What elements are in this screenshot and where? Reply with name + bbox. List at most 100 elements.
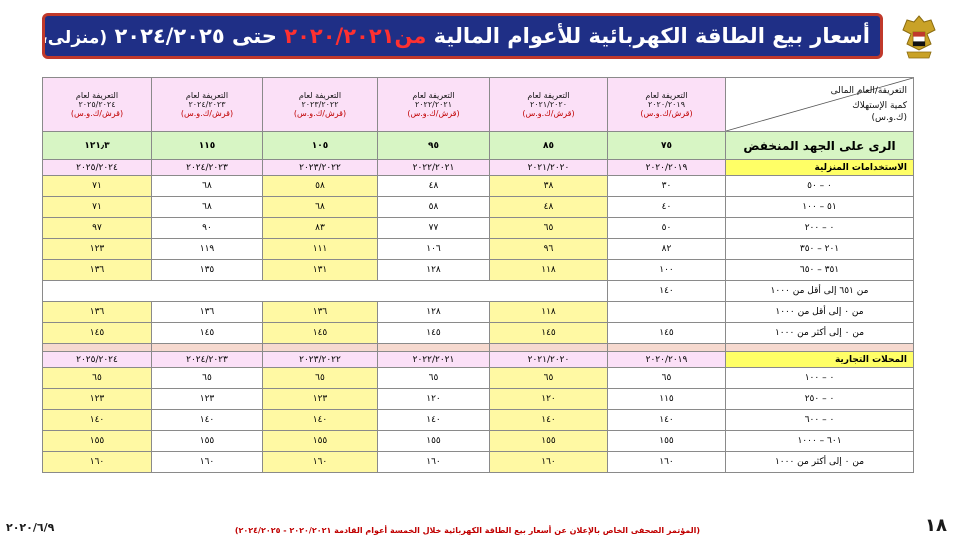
table-cell: ١٥٥: [42, 430, 152, 452]
table-cell: ١٠٠: [607, 259, 726, 281]
table-cell: ١٣٥: [151, 259, 263, 281]
row-label: ٠ – ٢٠٠: [725, 217, 914, 239]
year-cell: ٢٠٢٢/٢٠٢١: [377, 351, 490, 368]
commercial-year-row: ٢٠٢٥/٢٠٢٤ ٢٠٢٤/٢٠٢٣ ٢٠٢٣/٢٠٢٢ ٢٠٢٢/٢٠٢١ ٢٠٢١…: [42, 351, 914, 368]
table-cell: ١٦٠: [377, 451, 490, 473]
table-cell: ٦٥: [489, 217, 608, 239]
page-number: ١٨: [925, 515, 947, 536]
table-cell: ٦٥: [262, 367, 378, 389]
table-row: ١٤٥ ١٤٥ ١٤٥ ١٤٥ ١٤٥ ١٤٥ من ٠ إلى أكثر من ١٠٠٠: [42, 322, 914, 344]
row-label: ٠ – ٥٠: [725, 175, 914, 197]
table-cell: ١٤٥: [607, 322, 726, 344]
table-cell: ٦٥: [42, 367, 152, 389]
table-cell: ١٤٠: [607, 280, 726, 302]
table-cell: ٦٥: [607, 367, 726, 389]
table-cell: ١٦٠: [151, 451, 263, 473]
table-row: ٧١ ٦٨ ٦٨ ٥٨ ٤٨ ٤٠ ٥١ – ١٠٠: [42, 196, 914, 218]
table-row: ١٥٥ ١٥٥ ١٥٥ ١٥٥ ١٥٥ ١٥٥ ٦٠١ – ١٠٠٠: [42, 430, 914, 452]
table-cell: ١٤٥: [42, 322, 152, 344]
table-cell: ١١١: [262, 238, 378, 260]
table-cell: ١٥٥: [607, 430, 726, 452]
table-cell: ١٢٠: [489, 388, 608, 410]
section-spacer: [42, 343, 914, 352]
table-cell: ١٤٠: [151, 409, 263, 431]
table-row: ١٣٦ ١٣٥ ١٣١ ١٢٨ ١١٨ ١٠٠ ٣٥١ – ٦٥٠: [42, 259, 914, 281]
table-cell: ٦٨: [262, 196, 378, 218]
row-label: ٣٥١ – ٦٥٠: [725, 259, 914, 281]
egypt-eagle-emblem-icon: [902, 15, 936, 59]
table-cell: ٦٥: [489, 367, 608, 389]
table-cell: ٤٠: [607, 196, 726, 218]
avg-label: الرى على الجهد المنخفض: [725, 131, 914, 160]
table-cell: ١٤٠: [489, 409, 608, 431]
table-cell: ٨٣: [262, 217, 378, 239]
title-mid: حتى ٢٠٢٤/٢٠٢٥: [107, 24, 277, 48]
table-cell: ١١٨: [489, 301, 608, 323]
table-cell: ١٦٠: [262, 451, 378, 473]
table-row: ٩٧ ٩٠ ٨٣ ٧٧ ٦٥ ٥٠ ٠ – ٢٠٠: [42, 217, 914, 239]
header-year-2024: التعريفة لعام ٢٠٢٤/٢٠٢٣ (قرش/ك.و.س): [151, 77, 263, 132]
table-row: ١٢٣ ١٢٣ ١٢٣ ١٢٠ ١٢٠ ١١٥ ٠ – ٢٥٠: [42, 388, 914, 410]
table-cell: ١٠٦: [377, 238, 490, 260]
table-cell: ١٣١: [262, 259, 378, 281]
row-label: ٢٠١ – ٣٥٠: [725, 238, 914, 260]
page-title: أسعار بيع الطاقة الكهربائية للأعوام الما…: [42, 13, 883, 59]
table-cell: ١٢٣: [42, 388, 152, 410]
table-cell: ١١٥: [607, 388, 726, 410]
table-cell: ١٢٠: [377, 388, 490, 410]
table-cell: ١٣٦: [262, 301, 378, 323]
table-cell: ٥٨: [377, 196, 490, 218]
avg-cell: ٩٥: [377, 131, 490, 160]
table-cell: ١٢٨: [377, 259, 490, 281]
year-cell: ٢٠٢١/٢٠٢٠: [489, 159, 608, 176]
table-cell: ٧١: [42, 196, 152, 218]
table-cell: ٩٠: [151, 217, 263, 239]
footer-note: (المؤتمر الصحفى الخاص بالإعلان عن أسعار …: [234, 526, 700, 535]
table-cell: ٦٥: [377, 367, 490, 389]
table-cell: ١٤٥: [151, 322, 263, 344]
avg-cell: ٨٥: [489, 131, 608, 160]
merged-blank-cell: [42, 280, 608, 302]
table-cell: ١٤٠: [262, 409, 378, 431]
table-cell: ١٣٦: [151, 301, 263, 323]
corner-bottom-label: كمية الإستهلاك (ك.و.س): [852, 101, 907, 123]
table-cell: ١٢٣: [151, 388, 263, 410]
table-cell: ١٢٣: [262, 388, 378, 410]
table-cell: ٤٨: [489, 196, 608, 218]
title-suffix: (منزلى، تجارى): [42, 28, 108, 48]
table-cell: ١٥٥: [489, 430, 608, 452]
year-cell: ٢٠٢٥/٢٠٢٤: [42, 159, 152, 176]
table-cell: ٣٨: [489, 175, 608, 197]
year-cell: ٢٠٢٠/٢٠١٩: [607, 159, 726, 176]
table-cell: ٧٧: [377, 217, 490, 239]
table-cell: ١٤٠: [42, 409, 152, 431]
title-highlight: من٢٠٢٠/٢٠٢١: [276, 24, 427, 48]
avg-cell: ١١٥: [151, 131, 263, 160]
header-year-2023: التعريفة لعام ٢٠٢٣/٢٠٢٢ (قرش/ك.و.س): [262, 77, 378, 132]
footer-date: ٢٠٢٠/٦/٩: [6, 521, 55, 534]
table-cell: ١٢٣: [42, 238, 152, 260]
table-cell: ١٥٥: [377, 430, 490, 452]
table-cell: ١٥٥: [262, 430, 378, 452]
residential-year-row: ٢٠٢٥/٢٠٢٤ ٢٠٢٤/٢٠٢٣ ٢٠٢٣/٢٠٢٢ ٢٠٢٢/٢٠٢١ ٢٠٢١…: [42, 159, 914, 176]
table-cell: ١١٨: [489, 259, 608, 281]
table-row: ١٦٠ ١٦٠ ١٦٠ ١٦٠ ١٦٠ ١٦٠ من ٠ إلى أكثر من ١٠٠٠: [42, 451, 914, 473]
table-cell: ١٣٦: [42, 301, 152, 323]
table-cell: ١٦٠: [489, 451, 608, 473]
year-cell: ٢٠٢٤/٢٠٢٣: [151, 351, 263, 368]
tariff-table: التعريفة لعام ٢٠٢٥/٢٠٢٤ (قرش/ك.و.س) التعري…: [42, 77, 914, 473]
table-cell: ٦٥: [151, 367, 263, 389]
header-year-2020: التعريفة لعام ٢٠٢٠/٢٠١٩ (قرش/ك.و.س): [607, 77, 726, 132]
table-cell: ٦٨: [151, 175, 263, 197]
average-row: ١٢١٫٣ ١١٥ ١٠٥ ٩٥ ٨٥ ٧٥ الرى على الجهد ال…: [42, 131, 914, 160]
table-cell: ٥٨: [262, 175, 378, 197]
year-cell: ٢٠٢٣/٢٠٢٢: [262, 351, 378, 368]
header-year-2022: التعريفة لعام ٢٠٢٢/٢٠٢١ (قرش/ك.و.س): [377, 77, 490, 132]
table-cell: ١٦٠: [42, 451, 152, 473]
row-label: ٠ – ٢٥٠: [725, 388, 914, 410]
year-cell: ٢٠٢١/٢٠٢٠: [489, 351, 608, 368]
title-main: أسعار بيع الطاقة الكهربائية للأعوام الما…: [426, 24, 870, 48]
row-label: ٦٠١ – ١٠٠٠: [725, 430, 914, 452]
table-cell: ٩٧: [42, 217, 152, 239]
table-cell: ٨٢: [607, 238, 726, 260]
